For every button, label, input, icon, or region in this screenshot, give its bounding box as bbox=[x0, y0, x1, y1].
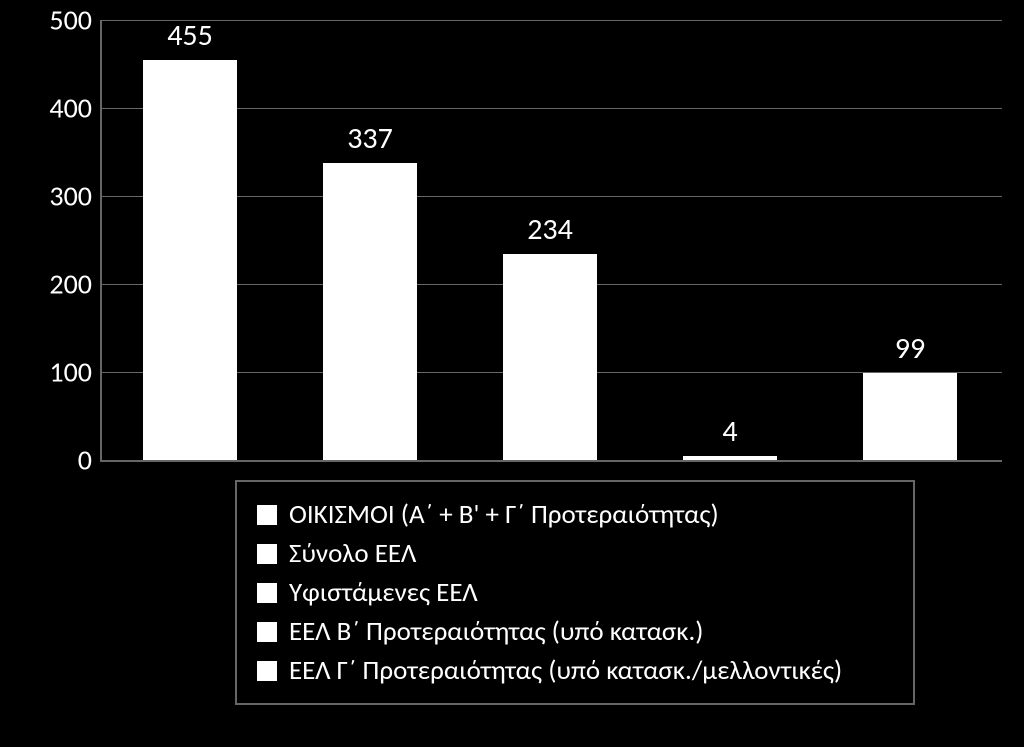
bar bbox=[683, 456, 777, 460]
legend-item: Υφιστάμενες ΕΕΛ bbox=[257, 576, 893, 609]
legend-label: Υφιστάμενες ΕΕΛ bbox=[289, 576, 478, 609]
legend-swatch-icon bbox=[257, 622, 277, 642]
legend-swatch-icon bbox=[257, 583, 277, 603]
legend-label: ΟΙΚΙΣΜΟΙ (Α΄ + Β' + Γ΄ Προτεραιότητας) bbox=[289, 498, 719, 531]
legend-item: ΕΕΛ Γ΄ Προτεραιότητας (υπό κατασκ./μελλο… bbox=[257, 654, 893, 687]
ytick-label: 0 bbox=[12, 443, 92, 478]
bar bbox=[503, 254, 597, 460]
bar bbox=[143, 60, 237, 460]
legend-label: ΕΕΛ Γ΄ Προτεραιότητας (υπό κατασκ./μελλο… bbox=[289, 654, 842, 687]
bars-layer: 455 337 234 4 99 bbox=[100, 20, 1000, 460]
ytick-label: 200 bbox=[12, 267, 92, 302]
legend: ΟΙΚΙΣΜΟΙ (Α΄ + Β' + Γ΄ Προτεραιότητας) Σ… bbox=[235, 480, 915, 705]
bar-chart: 0 100 200 300 400 500 455 337 234 4 99 ΟΙΚΙΣ… bbox=[0, 0, 1024, 747]
legend-item: ΟΙΚΙΣΜΟΙ (Α΄ + Β' + Γ΄ Προτεραιότητας) bbox=[257, 498, 893, 531]
bar-value-label: 99 bbox=[895, 330, 925, 367]
legend-item: Σύνολο ΕΕΛ bbox=[257, 537, 893, 570]
ytick-label: 400 bbox=[12, 91, 92, 126]
bar-value-label: 455 bbox=[167, 17, 213, 54]
ytick-label: 500 bbox=[12, 3, 92, 38]
legend-swatch-icon bbox=[257, 505, 277, 525]
ytick-label: 100 bbox=[12, 355, 92, 390]
bar-value-label: 234 bbox=[527, 211, 573, 248]
bar-value-label: 337 bbox=[347, 120, 393, 157]
bar bbox=[323, 163, 417, 460]
legend-swatch-icon bbox=[257, 661, 277, 681]
legend-label: ΕΕΛ Β΄ Προτεραιότητας (υπό κατασκ.) bbox=[289, 615, 704, 648]
ytick-label: 300 bbox=[12, 179, 92, 214]
legend-item: ΕΕΛ Β΄ Προτεραιότητας (υπό κατασκ.) bbox=[257, 615, 893, 648]
legend-label: Σύνολο ΕΕΛ bbox=[289, 537, 416, 570]
legend-swatch-icon bbox=[257, 544, 277, 564]
bar-value-label: 4 bbox=[722, 413, 737, 450]
bar bbox=[863, 373, 957, 460]
